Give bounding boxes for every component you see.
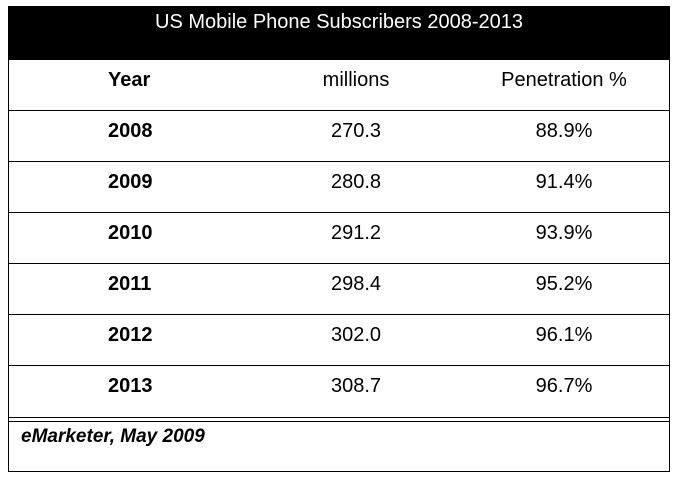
year-cell: 2010 <box>108 222 153 244</box>
millions-cell: 302.0 <box>330 324 382 346</box>
double-rule <box>9 417 669 422</box>
table-frame: US Mobile Phone Subscribers 2008-2013 Ye… <box>8 6 670 472</box>
table-row: 2008 270.3 88.9% <box>9 111 669 162</box>
penetration-cell: 95.2% <box>535 273 593 295</box>
millions-cell: 270.3 <box>330 120 382 142</box>
penetration-cell: 93.9% <box>535 222 593 244</box>
table-header-row: Year millions Penetration % <box>9 60 669 111</box>
year-cell: 2013 <box>108 375 153 397</box>
header-millions: millions <box>322 69 390 91</box>
penetration-cell: 91.4% <box>535 171 593 193</box>
header-penetration: Penetration % <box>501 69 627 91</box>
table-title: US Mobile Phone Subscribers 2008-2013 <box>9 7 669 60</box>
table-row: 2010 291.2 93.9% <box>9 213 669 264</box>
table-row: 2012 302.0 96.1% <box>9 315 669 366</box>
millions-cell: 308.7 <box>330 375 382 397</box>
penetration-cell: 96.7% <box>535 375 593 397</box>
penetration-cell: 88.9% <box>535 120 593 142</box>
year-cell: 2008 <box>108 120 153 142</box>
table-row: 2011 298.4 95.2% <box>9 264 669 315</box>
millions-cell: 291.2 <box>330 222 382 244</box>
table-row: 2013 308.7 96.7% <box>9 366 669 417</box>
header-year: Year <box>108 69 151 91</box>
year-cell: 2012 <box>108 324 153 346</box>
table-row: 2009 280.8 91.4% <box>9 162 669 213</box>
millions-cell: 280.8 <box>330 171 382 193</box>
year-cell: 2011 <box>108 273 152 295</box>
millions-cell: 298.4 <box>330 273 382 295</box>
penetration-cell: 96.1% <box>535 324 593 346</box>
year-cell: 2009 <box>108 171 153 193</box>
source-note: eMarketer, May 2009 <box>21 426 205 447</box>
